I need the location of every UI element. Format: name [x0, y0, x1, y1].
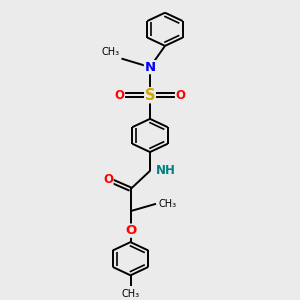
Text: O: O: [103, 173, 113, 186]
Text: N: N: [144, 61, 156, 74]
Text: CH₃: CH₃: [101, 47, 119, 57]
Text: NH: NH: [155, 164, 175, 177]
Text: CH₃: CH₃: [122, 289, 140, 299]
Text: S: S: [145, 88, 155, 103]
Text: O: O: [176, 89, 185, 102]
Text: O: O: [115, 89, 124, 102]
Text: CH₃: CH₃: [158, 199, 176, 209]
Text: O: O: [125, 224, 136, 237]
